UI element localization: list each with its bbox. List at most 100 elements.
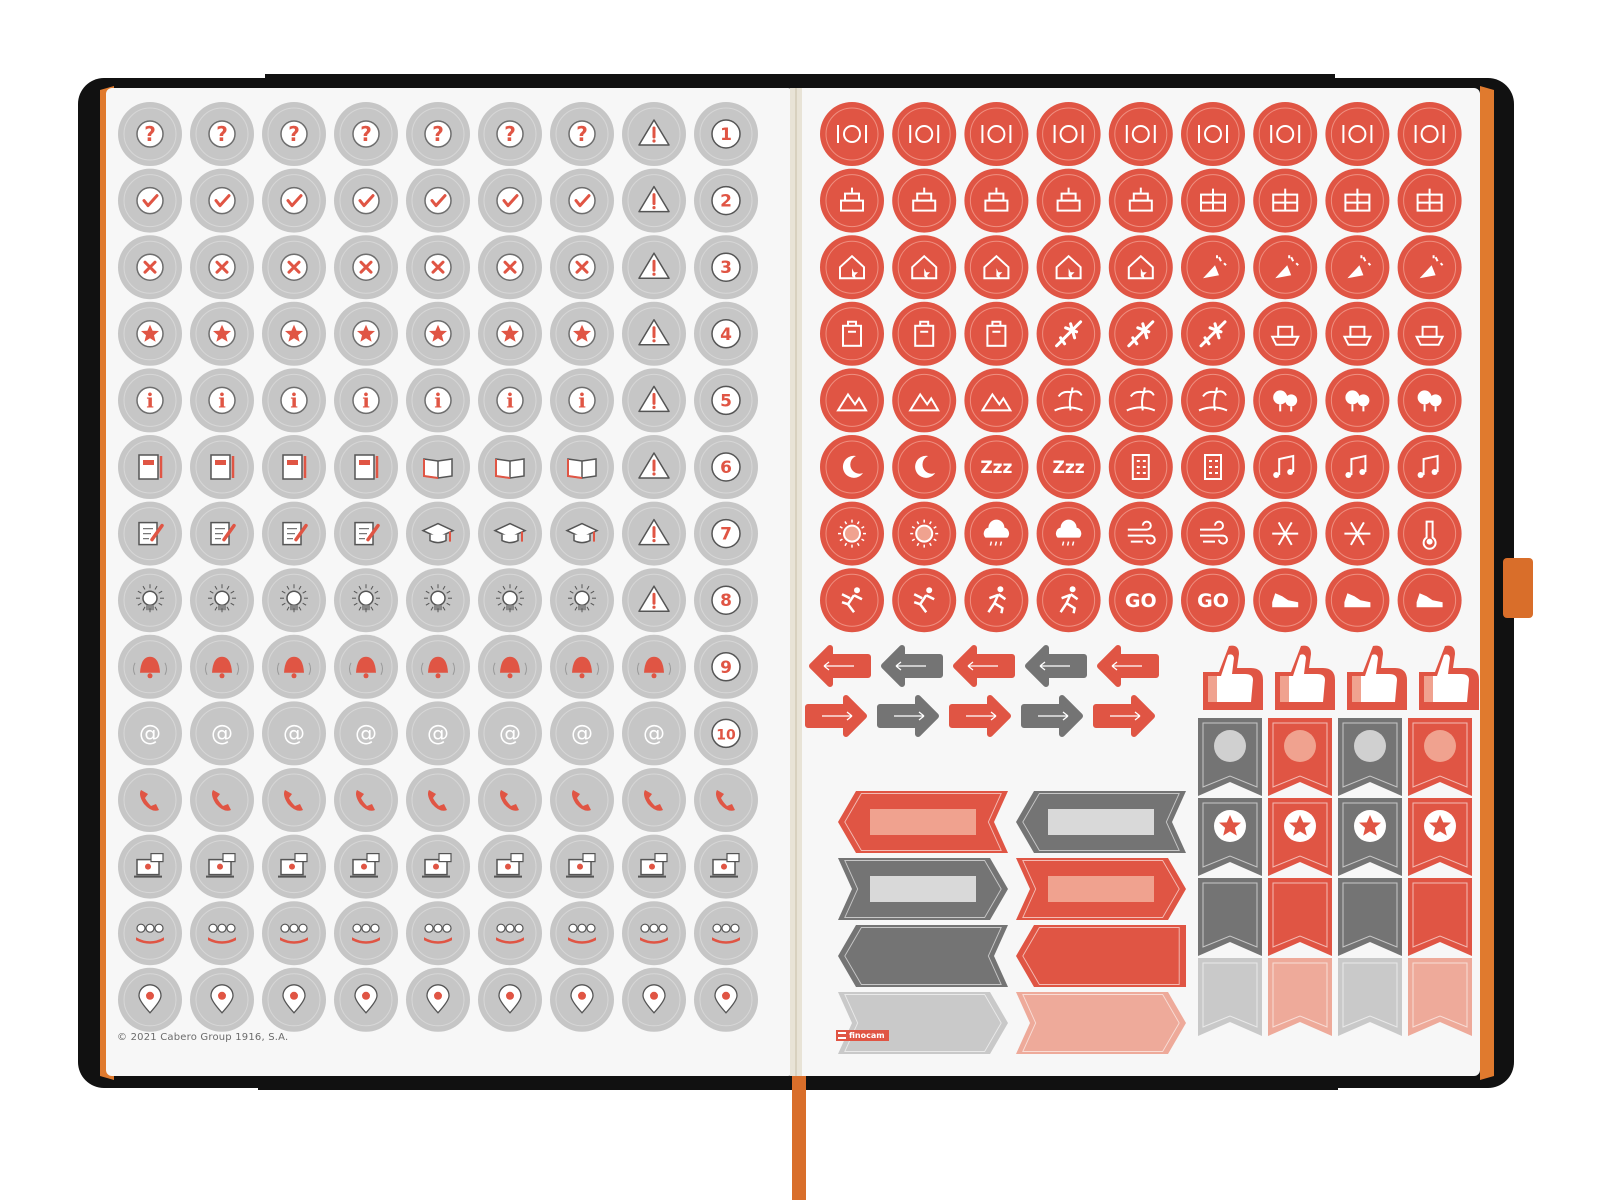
star-icon xyxy=(281,321,307,347)
left-sticker xyxy=(550,635,614,699)
right-sticker xyxy=(1325,302,1389,366)
left-sticker xyxy=(190,235,254,299)
circle-badge xyxy=(1424,730,1456,762)
right-sticker: GO xyxy=(1109,568,1173,632)
left-sticker xyxy=(622,968,686,1032)
right-sticker xyxy=(820,568,884,632)
left-sticker xyxy=(262,568,326,632)
open-book-icon xyxy=(568,459,596,478)
cross-icon xyxy=(281,254,307,280)
left-sticker: @ xyxy=(478,701,542,765)
left-sticker xyxy=(190,169,254,233)
right-sticker xyxy=(820,502,884,566)
check-icon xyxy=(137,188,163,214)
left-sticker xyxy=(622,901,686,965)
svg-text:i: i xyxy=(218,388,226,412)
left-sticker xyxy=(550,901,614,965)
left-sticker xyxy=(406,835,470,899)
right-sticker xyxy=(1109,368,1173,432)
left-sticker xyxy=(118,901,182,965)
left-sticker xyxy=(190,568,254,632)
open-book-icon xyxy=(496,459,524,478)
left-sticker: @ xyxy=(190,701,254,765)
sticker-number: 6 xyxy=(720,458,732,478)
left-sticker xyxy=(478,968,542,1032)
left-sticker xyxy=(694,968,758,1032)
go-text-icon: GO xyxy=(1125,590,1157,612)
right-sticker xyxy=(1325,568,1389,632)
right-sticker xyxy=(1398,102,1462,166)
left-sticker xyxy=(478,635,542,699)
right-sticker xyxy=(1181,102,1245,166)
right-sticker xyxy=(1398,302,1462,366)
sticker-number: 9 xyxy=(720,658,732,678)
right-sticker xyxy=(1037,102,1101,166)
info-icon: i xyxy=(497,387,523,413)
svg-text:?: ? xyxy=(216,122,228,146)
left-sticker: i xyxy=(334,368,398,432)
svg-text:i: i xyxy=(146,388,154,412)
right-sticker xyxy=(892,568,956,632)
svg-text:@: @ xyxy=(499,721,521,746)
right-sticker xyxy=(1109,235,1173,299)
left-sticker xyxy=(406,901,470,965)
left-sticker: 8 xyxy=(694,568,758,632)
left-sticker xyxy=(334,768,398,832)
right-sticker xyxy=(1037,568,1101,632)
left-sticker xyxy=(262,435,326,499)
right-sticker xyxy=(1253,235,1317,299)
check-icon xyxy=(569,188,595,214)
cross-icon xyxy=(497,254,523,280)
at-sign-icon: @ xyxy=(139,721,161,746)
left-sticker xyxy=(622,635,686,699)
check-icon xyxy=(425,188,451,214)
svg-text:?: ? xyxy=(288,122,300,146)
left-sticker xyxy=(550,502,614,566)
left-sticker xyxy=(334,502,398,566)
banner-sticker xyxy=(1016,992,1186,1054)
left-sticker xyxy=(694,835,758,899)
left-sticker xyxy=(694,901,758,965)
right-sticker xyxy=(1398,502,1462,566)
left-sticker xyxy=(478,169,542,233)
svg-text:GO: GO xyxy=(1125,590,1157,612)
right-sticker xyxy=(892,102,956,166)
left-sticker xyxy=(262,968,326,1032)
left-sticker xyxy=(262,768,326,832)
sticker-number: 2 xyxy=(720,192,732,212)
cross-icon xyxy=(137,254,163,280)
cross-icon xyxy=(209,254,235,280)
left-sticker xyxy=(622,102,686,166)
svg-text:@: @ xyxy=(211,721,233,746)
sticker-number: 7 xyxy=(720,525,732,545)
left-sticker xyxy=(694,768,758,832)
left-sticker xyxy=(190,302,254,366)
svg-text:?: ? xyxy=(360,122,372,146)
sticker-number: 4 xyxy=(720,325,732,345)
info-icon: i xyxy=(209,387,235,413)
bookmark-ribbon xyxy=(792,1076,806,1200)
right-sticker xyxy=(1253,368,1317,432)
left-sticker xyxy=(406,169,470,233)
left-sticker: ? xyxy=(262,102,326,166)
info-icon: i xyxy=(425,387,451,413)
left-sticker: 6 xyxy=(694,435,758,499)
left-sticker xyxy=(190,502,254,566)
left-sticker xyxy=(262,302,326,366)
left-sticker xyxy=(622,835,686,899)
at-sign-icon: @ xyxy=(571,721,593,746)
left-sticker xyxy=(550,568,614,632)
circle-badge xyxy=(1284,730,1316,762)
right-sticker xyxy=(964,235,1028,299)
question-icon: ? xyxy=(497,121,523,147)
at-sign-icon: @ xyxy=(283,721,305,746)
circle-badge xyxy=(1214,730,1246,762)
left-sticker xyxy=(550,768,614,832)
left-sticker xyxy=(550,835,614,899)
left-sticker xyxy=(334,835,398,899)
right-sticker xyxy=(1037,302,1101,366)
cross-icon xyxy=(425,254,451,280)
left-sticker xyxy=(622,502,686,566)
left-sticker: ? xyxy=(406,102,470,166)
left-sticker xyxy=(118,835,182,899)
